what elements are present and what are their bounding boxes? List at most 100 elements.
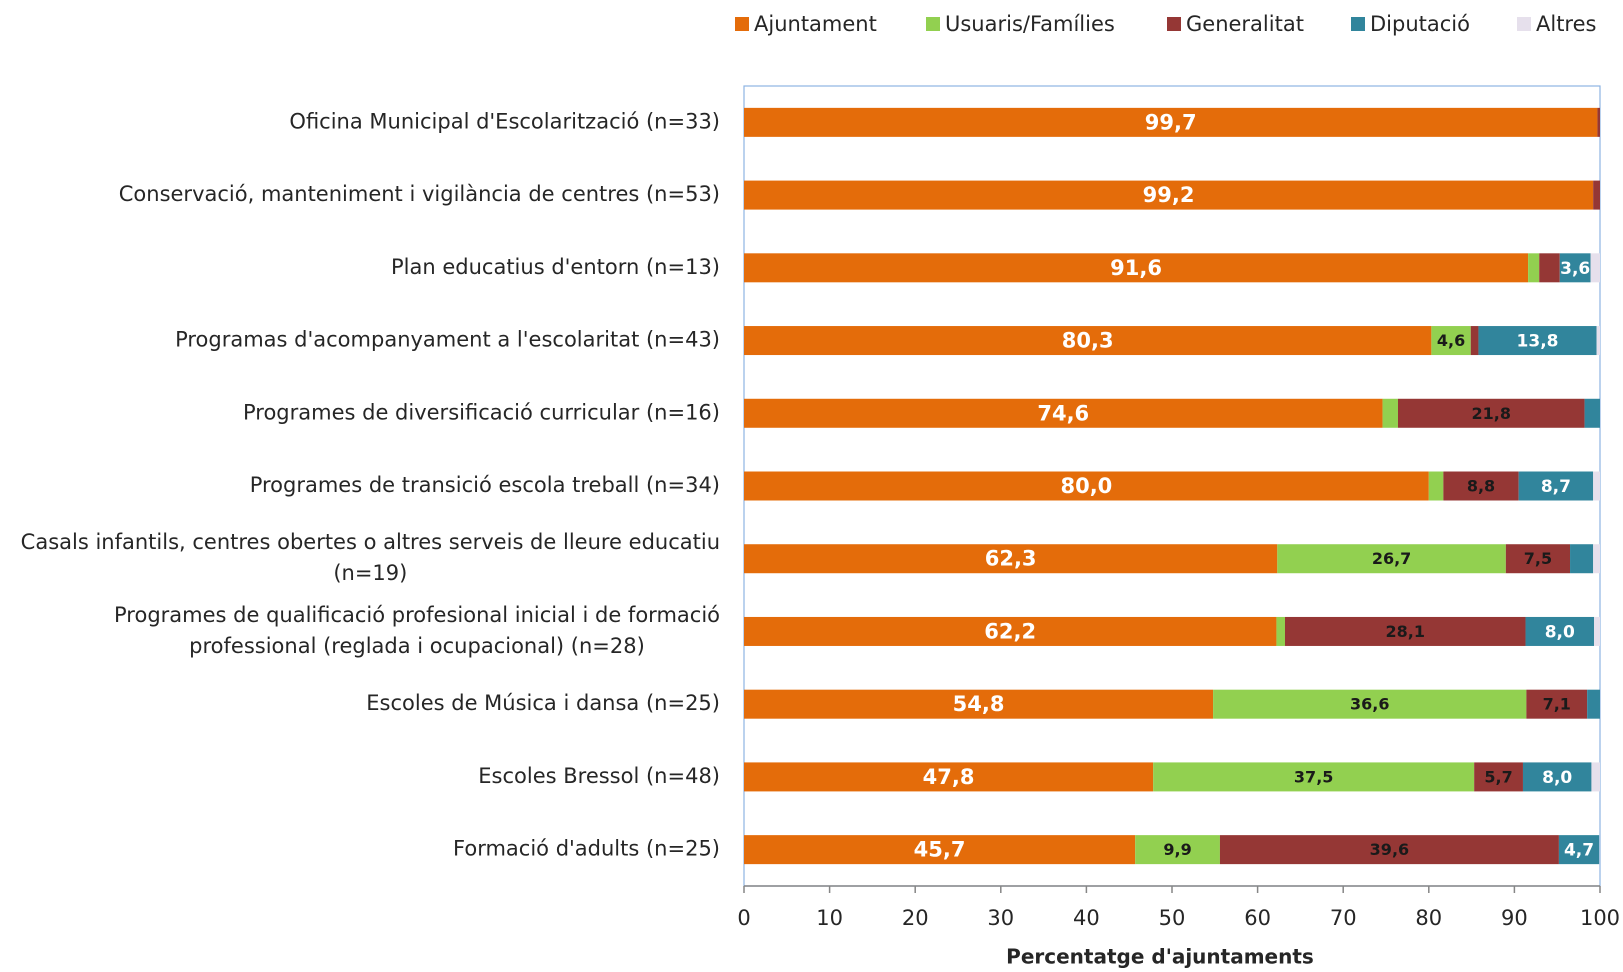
x-tick-label: 80 — [1415, 906, 1442, 930]
value-label: 37,5 — [1294, 767, 1333, 786]
value-label: 74,6 — [1037, 401, 1089, 425]
value-label: 54,8 — [953, 692, 1005, 716]
bar-segment — [1431, 326, 1471, 356]
bar-segment — [1591, 762, 1600, 792]
bar-segment — [1559, 253, 1591, 283]
y-tick-label: (n=19) — [333, 561, 407, 585]
value-label: 8,0 — [1545, 622, 1575, 642]
bar-segment — [1153, 762, 1475, 792]
value-label: 91,6 — [1110, 256, 1162, 280]
bar-segment — [1525, 616, 1595, 646]
y-tick-label: Formació d'adults (n=25) — [453, 837, 720, 861]
y-tick-label: professional (reglada i ocupacional) (n=… — [189, 634, 645, 658]
bar-segment — [1470, 326, 1479, 356]
legend-label: Usuaris/Famílies — [945, 12, 1115, 36]
bar-segment — [1518, 471, 1594, 501]
value-label: 45,7 — [914, 838, 966, 862]
value-label: 9,9 — [1163, 840, 1191, 859]
value-label: 47,8 — [923, 765, 975, 789]
bar-segment — [1428, 471, 1444, 501]
value-label: 7,5 — [1524, 549, 1552, 568]
legend-label: Diputació — [1370, 12, 1470, 36]
x-tick-label: 10 — [816, 906, 843, 930]
legend-label: Ajuntament — [754, 12, 877, 36]
y-tick-label: Escoles de Música i dansa (n=25) — [366, 691, 720, 715]
bar-segment — [1594, 616, 1600, 646]
bar-segment — [1397, 398, 1585, 428]
bar-segment — [744, 689, 1214, 719]
value-label: 80,3 — [1062, 329, 1114, 353]
value-label: 4,6 — [1437, 331, 1465, 350]
bar-segment — [744, 107, 1598, 137]
bar-segment — [1505, 544, 1571, 574]
x-tick-label: 0 — [737, 906, 750, 930]
legend-label: Generalitat — [1186, 12, 1304, 36]
x-tick-label: 60 — [1244, 906, 1271, 930]
value-label: 4,7 — [1564, 841, 1594, 861]
bar-segment — [1528, 253, 1540, 283]
legend-swatch — [735, 17, 749, 31]
y-tick-label: Escoles Bressol (n=48) — [478, 764, 720, 788]
y-tick-label: Oficina Municipal d'Escolarització (n=33… — [289, 109, 720, 133]
legend-swatch — [1517, 17, 1531, 31]
value-label: 28,1 — [1386, 622, 1425, 641]
legend-swatch — [1351, 17, 1365, 31]
bar-segment — [1474, 762, 1523, 792]
value-label: 36,6 — [1350, 695, 1389, 714]
x-tick-label: 50 — [1159, 906, 1186, 930]
value-label: 62,3 — [985, 547, 1037, 571]
bar-segment — [1539, 253, 1560, 283]
y-tick-label: Plan educatius d'entorn (n=13) — [391, 255, 720, 279]
legend-label: Altres — [1536, 12, 1596, 36]
y-tick-label: Programes de qualificació profesional in… — [114, 603, 720, 627]
y-tick-label: Programes de diversificació curricular (… — [243, 400, 720, 424]
value-label: 7,1 — [1543, 695, 1571, 714]
bar-segment — [744, 326, 1432, 356]
bar-segment — [1443, 471, 1519, 501]
x-tick-label: 90 — [1501, 906, 1528, 930]
legend-swatch — [926, 17, 940, 31]
bar-segment — [744, 180, 1594, 210]
value-label: 13,8 — [1517, 332, 1559, 352]
x-tick-label: 100 — [1580, 906, 1620, 930]
y-tick-label: Casals infantils, centres obertes o altr… — [21, 530, 720, 554]
bar-segment — [1277, 544, 1506, 574]
bar-segment — [1570, 544, 1594, 574]
x-tick-label: 30 — [987, 906, 1014, 930]
bar-segment — [1382, 398, 1398, 428]
bar-segment — [744, 398, 1383, 428]
y-tick-label: Programas d'acompanyament a l'escolarita… — [175, 328, 720, 352]
x-axis-title: Percentatge d'ajuntaments — [1006, 945, 1314, 969]
bar-segment — [1522, 762, 1592, 792]
bar-segment — [744, 471, 1429, 501]
y-tick-label: Conservació, manteniment i vigilància de… — [119, 182, 720, 206]
y-tick-label: Programes de transició escola treball (n… — [250, 473, 720, 497]
bar-segment — [1276, 616, 1285, 646]
bar-segment — [1219, 835, 1559, 865]
bar-segment — [1596, 326, 1600, 356]
bar-segment — [1284, 616, 1526, 646]
value-label: 8,8 — [1467, 477, 1495, 496]
bar-segment — [1590, 253, 1600, 283]
value-label: 3,6 — [1560, 259, 1590, 279]
bar-segment — [1213, 689, 1527, 719]
bar-segment — [1593, 180, 1600, 210]
value-label: 99,7 — [1145, 110, 1197, 134]
value-label: 8,0 — [1542, 768, 1572, 788]
value-label: 80,0 — [1060, 474, 1112, 498]
bar-segment — [744, 253, 1529, 283]
bar-segment — [744, 835, 1136, 865]
bar-segment — [1135, 835, 1220, 865]
value-label: 8,7 — [1541, 477, 1571, 497]
value-label: 39,6 — [1370, 840, 1409, 859]
value-label: 62,2 — [984, 619, 1036, 643]
bar-segment — [1526, 689, 1588, 719]
value-label: 21,8 — [1472, 404, 1511, 423]
bar-segment — [1478, 326, 1597, 356]
bar-segment — [1558, 835, 1600, 865]
bar-segment — [744, 544, 1278, 574]
x-tick-label: 20 — [902, 906, 929, 930]
bar-segment — [1593, 471, 1600, 501]
bar-segment — [1584, 398, 1600, 428]
